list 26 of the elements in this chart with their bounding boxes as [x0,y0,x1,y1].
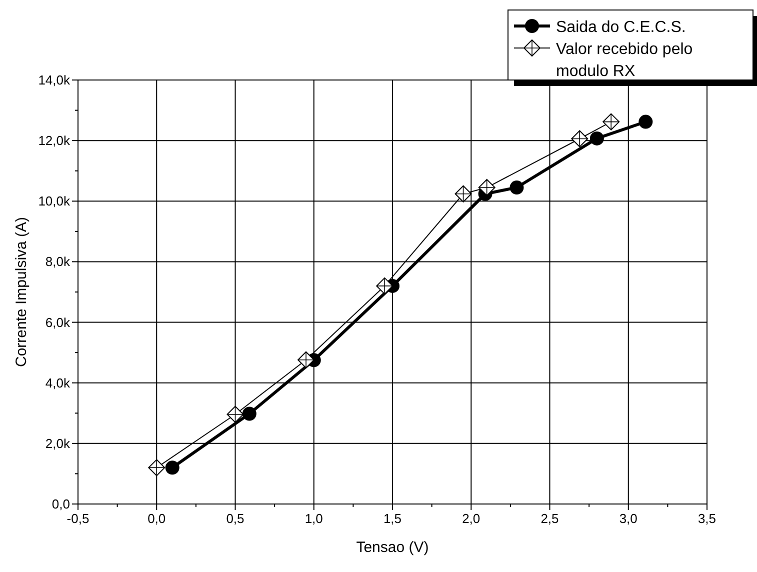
x-tick-label: 0,5 [226,511,244,526]
y-tick-label: 2,0k [45,436,70,451]
y-tick-label: 10,0k [38,194,70,209]
x-tick-label: -0,5 [66,511,90,526]
y-tick-label: 14,0k [38,72,70,88]
y-axis-title: Corrente Impulsiva (A) [13,216,30,368]
x-tick-label: 1,0 [304,511,323,526]
y-tick-label: 6,0k [45,314,70,330]
point [242,406,256,421]
x-tick-label: 3,5 [698,511,716,526]
x-tick-label: 1,5 [383,511,402,526]
point [165,460,180,475]
x-tick-label: 3,0 [619,511,638,526]
x-tick-label: 2,5 [540,511,559,526]
legend-label: Saida do C.E.C.S. [556,19,686,36]
point [510,180,524,195]
point [590,131,604,146]
x-tick-label: 2,0 [462,511,480,526]
x-tick-label: 0,0 [148,511,166,526]
x-axis-title: Tensao (V) [356,539,429,556]
legend-label: Valor recebido pelo modulo RX [556,41,693,80]
y-tick-label: 4,0k [45,375,70,390]
y-tick-label: 8,0k [45,254,70,270]
y-tick-label: 0,0 [52,496,70,512]
y-tick-label: 12,0k [38,133,70,148]
point [638,114,653,129]
